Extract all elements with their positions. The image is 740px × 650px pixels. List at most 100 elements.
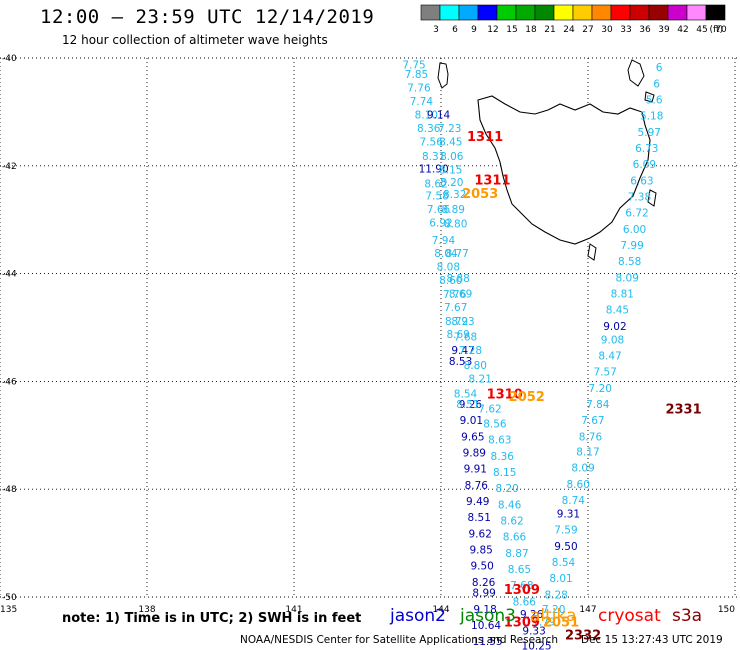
swh-value: 8.31 [422, 151, 445, 163]
swh-value: 7.23 [438, 123, 461, 135]
swh-value: 8.36 [417, 123, 441, 135]
bruny-island [587, 243, 597, 261]
colorbar-label: 30 [601, 25, 613, 35]
colorbar-label: 45 [696, 25, 707, 35]
colorbar-swatch [553, 4, 574, 21]
lat-tick-label: -48 [2, 485, 17, 495]
colorbar-label: 9 [471, 25, 477, 35]
swh-value: 7.59 [554, 525, 577, 537]
swh-value: 8.01 [549, 573, 572, 585]
swh-value: 8.36 [491, 451, 515, 463]
colorbar-label: 36 [639, 25, 651, 35]
tasmania-coastline [437, 59, 657, 261]
colorbar-swatch [458, 4, 479, 21]
swh-value: 9.85 [469, 545, 492, 557]
legend-cryosat: cryosat [598, 606, 661, 626]
swh-value: 9.02 [603, 321, 626, 333]
swh-value: 8.20 [440, 177, 463, 189]
swh-value: 7.58 [425, 190, 448, 202]
swh-value: 8.76 [465, 480, 489, 492]
swh-value: 8.32 [443, 189, 466, 201]
swh-value: 7.76 [407, 83, 431, 95]
swh-value: 7.62 [478, 403, 501, 415]
time-label: 2332 [565, 629, 601, 644]
swh-value: 5.6 [646, 95, 663, 107]
swh-value: 9.91 [464, 464, 487, 476]
legend-s3a: s3a [672, 606, 703, 626]
swh-value: 8.76 [579, 431, 603, 443]
colorbar-swatch [572, 4, 593, 21]
swh-value: 8.21 [469, 374, 492, 386]
swh-value: 9.50 [554, 541, 577, 553]
swh-value: 7.20 [589, 383, 612, 395]
colorbar-swatch [515, 4, 536, 21]
swh-value: 9.26 [459, 399, 483, 411]
lat-tick-label: -42 [2, 162, 17, 172]
swh-value: 8.72 [445, 316, 468, 328]
swh-value: 8.69 [446, 329, 469, 341]
swh-value: 5.18 [640, 111, 663, 123]
note-text: note: 1) Time is in UTC; 2) SWH is in fe… [62, 611, 362, 626]
swh-value: 9.33 [522, 625, 545, 637]
legend-jason3: jason3 [460, 606, 516, 626]
colorbar-label: 70 [715, 25, 727, 35]
swh-value: 7.75 [402, 59, 425, 71]
time-label: 1311 [467, 130, 503, 145]
swh-value: 8.09 [616, 272, 639, 284]
swh-value: 8.06 [440, 151, 464, 163]
swh-value: 6 [656, 62, 663, 74]
swh-value: 8.46 [498, 499, 522, 511]
swh-value: 7.74 [410, 96, 434, 108]
swh-values: 7.757.857.767.748.108.367.568.318.627.58… [402, 59, 663, 650]
swh-value: 8.87 [505, 548, 528, 560]
swh-value: 8.74 [562, 495, 586, 507]
swh-value: 7.68 [510, 580, 533, 592]
time-label: 2331 [665, 402, 701, 417]
colorbar-label: 12 [487, 25, 498, 35]
colorbar-swatch [591, 4, 612, 21]
swh-value: 7.79 [532, 616, 555, 628]
swh-value: 9.89 [463, 448, 486, 460]
swh-value: 7.67 [581, 415, 604, 427]
colorbar-label: 6 [452, 25, 458, 35]
swh-value: 7.66 [427, 204, 451, 216]
swh-value: 7.68 [454, 332, 477, 344]
swh-value: 6.73 [635, 143, 658, 155]
maria-island [647, 189, 657, 207]
legend-jason2: jason2 [390, 606, 446, 626]
swh-value: 7.57 [593, 367, 616, 379]
swh-value: 8.20 [495, 483, 518, 495]
swh-value: 6.63 [630, 175, 653, 187]
swh-value: 8.54 [552, 557, 576, 569]
swh-value: 9.47 [451, 345, 474, 357]
swh-value: 11.55 [473, 636, 503, 648]
swh-value: 8.99 [472, 588, 495, 600]
swh-value: 7.94 [432, 235, 456, 247]
swh-value: 6.92 [429, 217, 452, 229]
swh-value: 8.04 [434, 248, 458, 260]
colorbar-label: 24 [563, 25, 575, 35]
swh-value: 10.64 [471, 620, 501, 632]
swh-value: 9.26 [520, 609, 544, 621]
swh-value: 8.66 [503, 532, 527, 544]
swh-value: 9.08 [601, 334, 624, 346]
colorbar-label: 33 [620, 25, 631, 35]
swh-value: 9.01 [460, 415, 483, 427]
swh-value: 8.88 [446, 273, 469, 285]
lon-tick-label: 144 [432, 605, 449, 615]
colorbar-label: 42 [677, 25, 688, 35]
king-island [437, 62, 449, 89]
lat-tick-label: -46 [2, 377, 17, 387]
colorbar-swatch [420, 4, 441, 21]
swh-value: 6 [653, 78, 660, 90]
swh-value: 8.63 [488, 435, 511, 447]
swh-value: 7.20 [542, 604, 565, 616]
swh-value: 11.90 [419, 163, 449, 175]
time-label: 2053 [462, 187, 498, 202]
cape-barren-island [644, 91, 655, 103]
swh-value: 8.10 [415, 110, 438, 122]
swh-value: 8.58 [618, 256, 641, 268]
swh-value: 8.15 [493, 467, 516, 479]
